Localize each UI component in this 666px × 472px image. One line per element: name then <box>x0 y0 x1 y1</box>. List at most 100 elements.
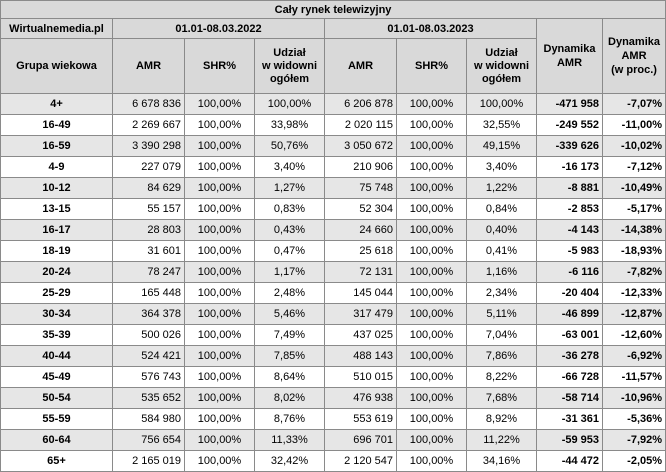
cell-group: 50-54 <box>0 387 113 409</box>
cell-group: 16-17 <box>0 219 113 241</box>
cell-shr-2023: 100,00% <box>396 282 467 304</box>
cell-group: 55-59 <box>0 408 113 430</box>
cell-dynamika-amr: -8 881 <box>536 177 603 199</box>
cell-amr-2023: 3 050 672 <box>324 135 397 157</box>
cell-share-2022: 100,00% <box>254 93 325 115</box>
cell-shr-2022: 100,00% <box>184 240 255 262</box>
table-row: 16-59 3 390 298 100,00% 50,76% 3 050 672 100,… <box>0 135 666 157</box>
cell-amr-2022: 6 678 836 <box>112 93 185 115</box>
cell-amr-2022: 584 980 <box>112 408 185 430</box>
cell-share-2023: 49,15% <box>466 135 537 157</box>
cell-amr-2022: 576 743 <box>112 366 185 388</box>
cell-share-2022: 0,83% <box>254 198 325 220</box>
cell-share-2022: 3,40% <box>254 156 325 178</box>
cell-share-2022: 8,02% <box>254 387 325 409</box>
cell-shr-2023: 100,00% <box>396 324 467 346</box>
cell-amr-2023: 437 025 <box>324 324 397 346</box>
table-row: 16-17 28 803 100,00% 0,43% 24 660 100,00% 0,40… <box>0 219 666 241</box>
cell-dynamika-amr: -44 472 <box>536 450 603 472</box>
cell-shr-2022: 100,00% <box>184 135 255 157</box>
header-amr-2023: AMR <box>324 38 397 94</box>
cell-shr-2022: 100,00% <box>184 282 255 304</box>
cell-dynamika-pct: -11,57% <box>601 366 666 388</box>
cell-shr-2023: 100,00% <box>396 366 467 388</box>
cell-share-2022: 8,76% <box>254 408 325 430</box>
cell-dynamika-amr: -471 958 <box>536 93 603 115</box>
cell-share-2023: 5,11% <box>466 303 537 325</box>
cell-dynamika-pct: -12,60% <box>601 324 666 346</box>
cell-amr-2022: 227 079 <box>112 156 185 178</box>
cell-amr-2022: 31 601 <box>112 240 185 262</box>
cell-group: 30-34 <box>0 303 113 325</box>
cell-dynamika-amr: -36 278 <box>536 345 603 367</box>
cell-shr-2022: 100,00% <box>184 324 255 346</box>
cell-dynamika-pct: -5,36% <box>601 408 666 430</box>
cell-dynamika-pct: -12,87% <box>601 303 666 325</box>
cell-group: 16-59 <box>0 135 113 157</box>
cell-group: 65+ <box>0 450 113 472</box>
cell-dynamika-pct: -7,12% <box>601 156 666 178</box>
cell-amr-2023: 2 020 115 <box>324 114 397 136</box>
cell-dynamika-pct: -18,93% <box>601 240 666 262</box>
cell-share-2023: 0,40% <box>466 219 537 241</box>
cell-share-2022: 0,47% <box>254 240 325 262</box>
cell-dynamika-amr: -63 001 <box>536 324 603 346</box>
cell-amr-2023: 210 906 <box>324 156 397 178</box>
cell-amr-2022: 84 629 <box>112 177 185 199</box>
cell-dynamika-amr: -2 853 <box>536 198 603 220</box>
cell-share-2022: 1,17% <box>254 261 325 283</box>
cell-dynamika-amr: -4 143 <box>536 219 603 241</box>
cell-share-2022: 32,42% <box>254 450 325 472</box>
cell-share-2023: 100,00% <box>466 93 537 115</box>
cell-shr-2022: 100,00% <box>184 387 255 409</box>
cell-dynamika-pct: -5,17% <box>601 198 666 220</box>
cell-dynamika-pct: -7,92% <box>601 429 666 451</box>
cell-share-2023: 0,41% <box>466 240 537 262</box>
cell-amr-2023: 510 015 <box>324 366 397 388</box>
cell-shr-2023: 100,00% <box>396 198 467 220</box>
cell-amr-2022: 2 269 667 <box>112 114 185 136</box>
cell-shr-2022: 100,00% <box>184 219 255 241</box>
cell-shr-2023: 100,00% <box>396 135 467 157</box>
table-row: 65+ 2 165 019 100,00% 32,42% 2 120 547 100,00… <box>0 450 666 472</box>
cell-amr-2023: 2 120 547 <box>324 450 397 472</box>
cell-shr-2022: 100,00% <box>184 198 255 220</box>
cell-shr-2023: 100,00% <box>396 429 467 451</box>
cell-shr-2023: 100,00% <box>396 408 467 430</box>
cell-group: 18-19 <box>0 240 113 262</box>
table-row: 13-15 55 157 100,00% 0,83% 52 304 100,00% 0,84… <box>0 198 666 220</box>
cell-dynamika-pct: -11,00% <box>601 114 666 136</box>
cell-share-2022: 7,85% <box>254 345 325 367</box>
cell-dynamika-amr: -58 714 <box>536 387 603 409</box>
cell-amr-2023: 553 619 <box>324 408 397 430</box>
cell-shr-2022: 100,00% <box>184 408 255 430</box>
header-amr-2022: AMR <box>112 38 185 94</box>
cell-dynamika-amr: -5 983 <box>536 240 603 262</box>
table-row: 45-49 576 743 100,00% 8,64% 510 015 100,00% 8,… <box>0 366 666 388</box>
cell-amr-2023: 24 660 <box>324 219 397 241</box>
table-row: 10-12 84 629 100,00% 1,27% 75 748 100,00% 1,22… <box>0 177 666 199</box>
cell-amr-2022: 2 165 019 <box>112 450 185 472</box>
cell-shr-2023: 100,00% <box>396 177 467 199</box>
cell-amr-2023: 72 131 <box>324 261 397 283</box>
cell-dynamika-pct: -14,38% <box>601 219 666 241</box>
cell-dynamika-amr: -339 626 <box>536 135 603 157</box>
cell-group: 4+ <box>0 93 113 115</box>
cell-share-2022: 33,98% <box>254 114 325 136</box>
cell-share-2023: 7,86% <box>466 345 537 367</box>
table-row: 4+ 6 678 836 100,00% 100,00% 6 206 878 100,00… <box>0 93 666 115</box>
cell-amr-2023: 25 618 <box>324 240 397 262</box>
cell-share-2023: 7,04% <box>466 324 537 346</box>
cell-share-2022: 11,33% <box>254 429 325 451</box>
cell-amr-2022: 364 378 <box>112 303 185 325</box>
header-group: Grupa wiekowa <box>0 38 113 94</box>
source-label: Wirtualnemedia.pl <box>0 18 113 39</box>
cell-shr-2023: 100,00% <box>396 261 467 283</box>
cell-amr-2022: 524 421 <box>112 345 185 367</box>
cell-dynamika-amr: -249 552 <box>536 114 603 136</box>
cell-shr-2023: 100,00% <box>396 93 467 115</box>
cell-group: 45-49 <box>0 366 113 388</box>
table-row: 16-49 2 269 667 100,00% 33,98% 2 020 115 100,… <box>0 114 666 136</box>
period-2023: 01.01-08.03.2023 <box>324 18 537 39</box>
table-row: 25-29 165 448 100,00% 2,48% 145 044 100,00% 2,… <box>0 282 666 304</box>
